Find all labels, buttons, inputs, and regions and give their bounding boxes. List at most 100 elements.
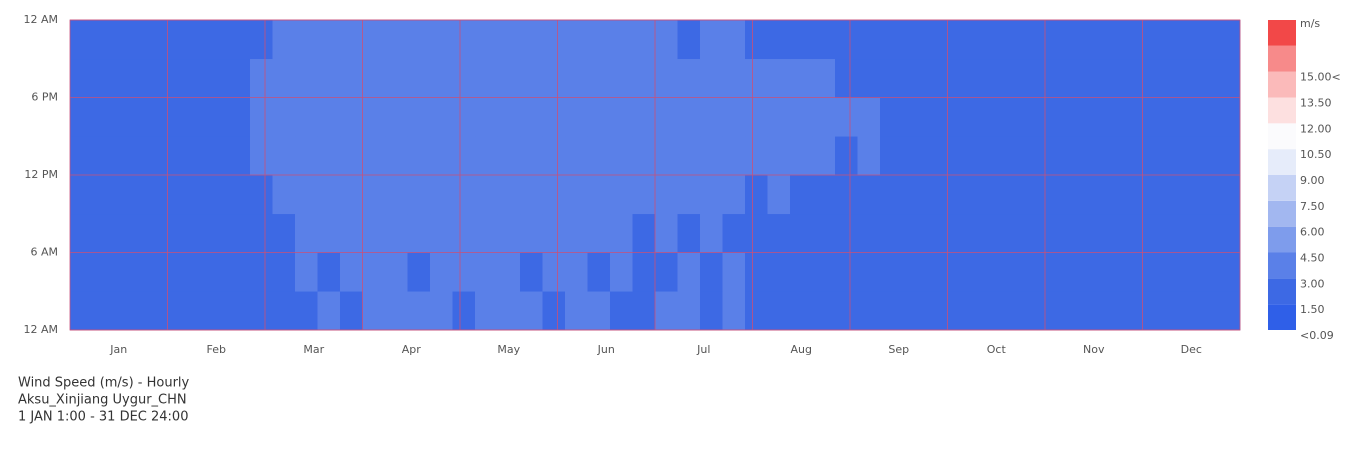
heat-cell	[1172, 20, 1196, 60]
heat-cell	[250, 175, 273, 215]
heat-cell	[70, 58, 93, 98]
heat-cell	[1037, 213, 1061, 253]
legend-swatch	[1268, 97, 1296, 124]
heat-cell	[587, 136, 611, 176]
heat-cell	[812, 20, 836, 60]
heat-cell	[1037, 252, 1061, 292]
heat-cell	[430, 97, 453, 137]
heat-cell	[610, 58, 633, 98]
heat-cell	[182, 175, 206, 215]
heat-cell	[1060, 213, 1083, 253]
heat-cell	[407, 20, 431, 60]
heat-cell	[452, 97, 476, 137]
y-tick-label: 6 AM	[30, 246, 58, 259]
heat-cell	[812, 252, 836, 292]
heat-cell	[880, 252, 903, 292]
heat-cell	[745, 97, 768, 137]
heat-cell	[947, 252, 971, 292]
heat-cell	[880, 291, 903, 331]
heat-cell	[902, 58, 926, 98]
heat-cell	[925, 213, 948, 253]
heat-cell	[970, 58, 993, 98]
heat-cell	[475, 20, 498, 60]
heat-cell	[767, 252, 791, 292]
legend-swatch	[1268, 149, 1296, 175]
heat-cell	[1037, 20, 1061, 60]
heat-cell	[677, 58, 701, 98]
heat-cell	[227, 175, 251, 215]
heat-cell	[587, 175, 611, 215]
heat-cell	[610, 291, 633, 331]
heat-cell	[1082, 20, 1106, 60]
heat-cell	[1217, 58, 1241, 98]
heat-cell	[902, 291, 926, 331]
heat-cell	[790, 58, 813, 98]
heat-cell	[70, 136, 93, 176]
heat-cell	[205, 136, 228, 176]
legend-swatch	[1268, 20, 1296, 46]
y-tick-label: 12 AM	[23, 323, 58, 336]
heat-cell	[1195, 213, 1218, 253]
heat-cell	[610, 136, 633, 176]
legend-label: 9.00	[1300, 174, 1325, 187]
heat-cell	[70, 175, 93, 215]
heat-cell	[632, 97, 656, 137]
heat-cell	[812, 213, 836, 253]
heat-cell	[1060, 20, 1083, 60]
heat-cell	[970, 20, 993, 60]
heat-cell	[812, 291, 836, 331]
heat-cell	[362, 97, 386, 137]
heat-cell	[857, 97, 881, 137]
heat-cell	[677, 97, 701, 137]
heat-cell	[1150, 175, 1173, 215]
heat-cell	[880, 175, 903, 215]
heat-cell	[70, 97, 93, 137]
heat-cell	[835, 136, 858, 176]
heat-cell	[970, 252, 993, 292]
legend-swatch	[1268, 252, 1296, 279]
heat-cell	[790, 20, 813, 60]
heat-cell	[1105, 97, 1128, 137]
heat-cell	[430, 20, 453, 60]
heat-cell	[1105, 175, 1128, 215]
heat-cell	[227, 252, 251, 292]
heat-cell	[182, 213, 206, 253]
chart-title: Wind Speed (m/s) - Hourly	[18, 376, 190, 391]
heat-cell	[610, 213, 633, 253]
heat-cell	[970, 291, 993, 331]
heat-cell	[92, 136, 116, 176]
heat-cell	[1015, 175, 1038, 215]
plot-border	[69, 19, 1241, 331]
heat-cell	[70, 20, 93, 60]
y-tick-label: 6 PM	[31, 91, 58, 104]
heat-cell	[115, 213, 138, 253]
heat-cell	[1172, 291, 1196, 331]
heat-cell	[385, 252, 408, 292]
heat-cell	[835, 58, 858, 98]
heat-cell	[1127, 213, 1151, 253]
heat-cell	[632, 213, 656, 253]
heat-cell	[362, 20, 386, 60]
heat-cell	[205, 20, 228, 60]
legend-swatch	[1268, 226, 1296, 253]
heat-cell	[205, 252, 228, 292]
heat-cell	[340, 213, 363, 253]
heat-cell	[272, 97, 296, 137]
heat-cell	[812, 58, 836, 98]
legend-label: 15.00<	[1300, 71, 1341, 84]
heat-cell	[520, 252, 543, 292]
heat-cell	[362, 136, 386, 176]
heat-cell	[722, 97, 746, 137]
heat-cell	[227, 97, 251, 137]
heat-cell	[632, 252, 656, 292]
heat-cell	[92, 252, 116, 292]
heat-cell	[497, 213, 521, 253]
heat-cell	[992, 213, 1016, 253]
heat-cell	[925, 291, 948, 331]
heat-cell	[992, 58, 1016, 98]
heat-cell	[677, 252, 701, 292]
heat-cell	[1195, 136, 1218, 176]
heat-cell	[452, 58, 476, 98]
heat-cell	[745, 20, 768, 60]
heat-cell	[1150, 20, 1173, 60]
